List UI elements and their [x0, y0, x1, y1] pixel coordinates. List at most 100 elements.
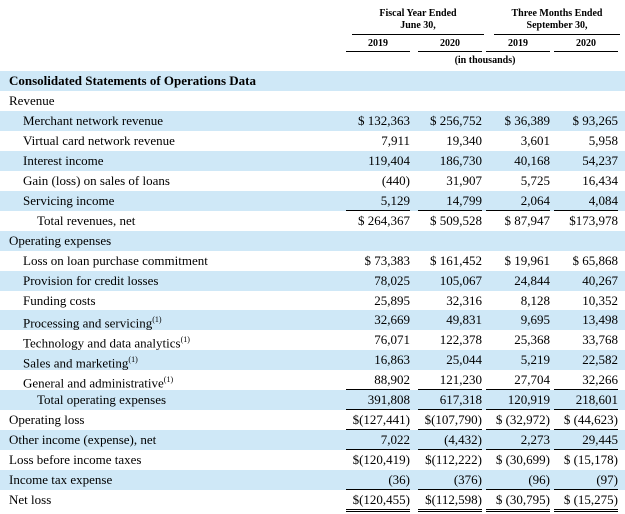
- cell-value: 105,067: [439, 272, 482, 288]
- row-label: Provision for credit losses: [23, 272, 159, 288]
- rule: [486, 489, 550, 491]
- cell-value: (36): [388, 472, 410, 488]
- cell-value: 391,808: [367, 392, 410, 408]
- rule: [418, 209, 482, 211]
- rule: [554, 511, 618, 512]
- row-label: Loss on loan purchase commitment: [23, 252, 208, 268]
- rule: [352, 34, 484, 35]
- cell-value: $ 65,868: [572, 252, 619, 268]
- table-row: Funding costs 25,895 32,316 8,128 10,352: [0, 291, 625, 311]
- cell-value: 33,768: [582, 332, 618, 348]
- table-row: Total operating expenses 391,808 617,318 12…: [0, 390, 625, 411]
- table-row: Total revenues, net $ 264,367 $ 509,528 $ 8…: [0, 211, 625, 231]
- footnote-ref: (1): [152, 315, 162, 325]
- row-label: Total operating expenses: [37, 392, 167, 408]
- table-row: Operating loss $(127,441) $(107,790) $ (32,…: [0, 410, 625, 431]
- cell-value: 5,129: [380, 192, 410, 208]
- cell-value: 78,025: [374, 272, 410, 288]
- cell-value: $ 73,383: [364, 252, 411, 268]
- row-label: Funding costs: [23, 292, 96, 308]
- cell-value: 40,168: [514, 152, 550, 168]
- rule: [418, 509, 482, 510]
- cell-value: $ 264,367: [358, 212, 410, 228]
- rule: [486, 389, 550, 391]
- footnote-ref: (1): [163, 375, 174, 385]
- rule: [346, 449, 410, 451]
- cell-value: 10,352: [582, 292, 618, 308]
- cell-value: $(112,598): [425, 492, 482, 507]
- rule: [486, 409, 550, 411]
- cell-value: 19,340: [446, 132, 482, 148]
- cell-value: 76,071: [374, 332, 410, 348]
- cell-value: $(127,441): [352, 412, 410, 428]
- table-row: Processing and servicing(1) 32,669 49,831 9…: [0, 310, 625, 331]
- rule: [554, 209, 618, 211]
- rule: [554, 509, 618, 510]
- rule: [486, 429, 550, 431]
- row-label: Total revenues, net: [37, 212, 136, 228]
- cell-value: 218,601: [575, 392, 618, 408]
- rule: [418, 389, 482, 391]
- table-row: Net loss $(120,455) $(112,598) $ (30,795) $ …: [0, 490, 625, 512]
- rule: [346, 509, 410, 510]
- cell-value: 120,919: [507, 392, 550, 408]
- cell-value: (97): [596, 472, 618, 488]
- rule: [554, 409, 618, 411]
- cell-value: $ (30,699): [495, 452, 550, 468]
- cell-value: 32,316: [446, 292, 482, 308]
- row-label: Technology and data analytics(1): [23, 335, 190, 351]
- rule: [486, 209, 550, 211]
- cell-value: $ 36,389: [504, 112, 551, 128]
- cell-value: $ (15,178): [563, 452, 618, 468]
- row-label: Operating loss: [9, 412, 85, 428]
- rule: [346, 209, 410, 211]
- year-heading: 2019: [368, 38, 388, 49]
- cell-value: (440): [381, 172, 410, 188]
- group-heading: June 30,: [400, 20, 436, 31]
- row-label: Operating expenses: [9, 232, 112, 248]
- rule: [486, 511, 550, 512]
- cell-value: 25,368: [514, 332, 550, 348]
- cell-value: $(107,790): [424, 412, 482, 428]
- cell-value: 24,844: [514, 272, 550, 288]
- row-label: Revenue: [9, 93, 55, 108]
- row-label: Servicing income: [23, 192, 115, 208]
- cell-value: 16,863: [374, 352, 410, 368]
- rule: [486, 509, 550, 510]
- cell-value: $(112,222): [425, 452, 482, 468]
- group-heading: Three Months Ended: [511, 8, 603, 19]
- cell-value: $ 93,265: [572, 112, 619, 128]
- year-heading: 2020: [440, 38, 460, 49]
- rule: [418, 511, 482, 512]
- table-row: Interest income 119,404 186,730 40,168 54,23…: [0, 150, 625, 171]
- cell-value: $ 132,363: [358, 112, 410, 128]
- table-row: Loss on loan purchase commitment $ 73,383…: [0, 251, 625, 271]
- cell-value: 22,582: [582, 352, 618, 368]
- table-row: Sales and marketing(1) 16,863 25,044 5,219 2…: [0, 350, 625, 371]
- cell-value: 25,044: [446, 352, 482, 368]
- cell-value: 119,404: [368, 152, 410, 168]
- row-label: Income tax expense: [9, 472, 113, 488]
- table-row: Other income (expense), net 7,022 (4,432) 2…: [0, 430, 625, 451]
- cell-value: 5,958: [588, 132, 618, 148]
- rule: [346, 389, 410, 391]
- cell-value: 121,230: [439, 372, 482, 388]
- row-label: Other income (expense), net: [9, 432, 157, 448]
- cell-value: 5,219: [520, 352, 550, 368]
- row-label: Virtual card network revenue: [23, 132, 175, 148]
- row-label: Merchant network revenue: [23, 112, 164, 128]
- cell-value: $ 19,961: [504, 252, 551, 268]
- rule: [554, 489, 618, 491]
- cell-value: 29,445: [582, 432, 618, 448]
- cell-value: $ 256,752: [430, 112, 482, 128]
- table-row: Gain (loss) on sales of loans (440) 31,907…: [0, 171, 625, 191]
- cell-value: 186,730: [439, 152, 482, 168]
- year-heading: 2019: [508, 38, 528, 49]
- cell-value: 32,266: [582, 372, 618, 388]
- cell-value: $ (44,623): [563, 412, 618, 428]
- footnote-ref: (1): [128, 355, 138, 365]
- cell-value: $ (15,275): [563, 492, 618, 507]
- rule: [418, 429, 482, 431]
- rule: [418, 51, 482, 52]
- cell-value: 8,128: [520, 292, 550, 308]
